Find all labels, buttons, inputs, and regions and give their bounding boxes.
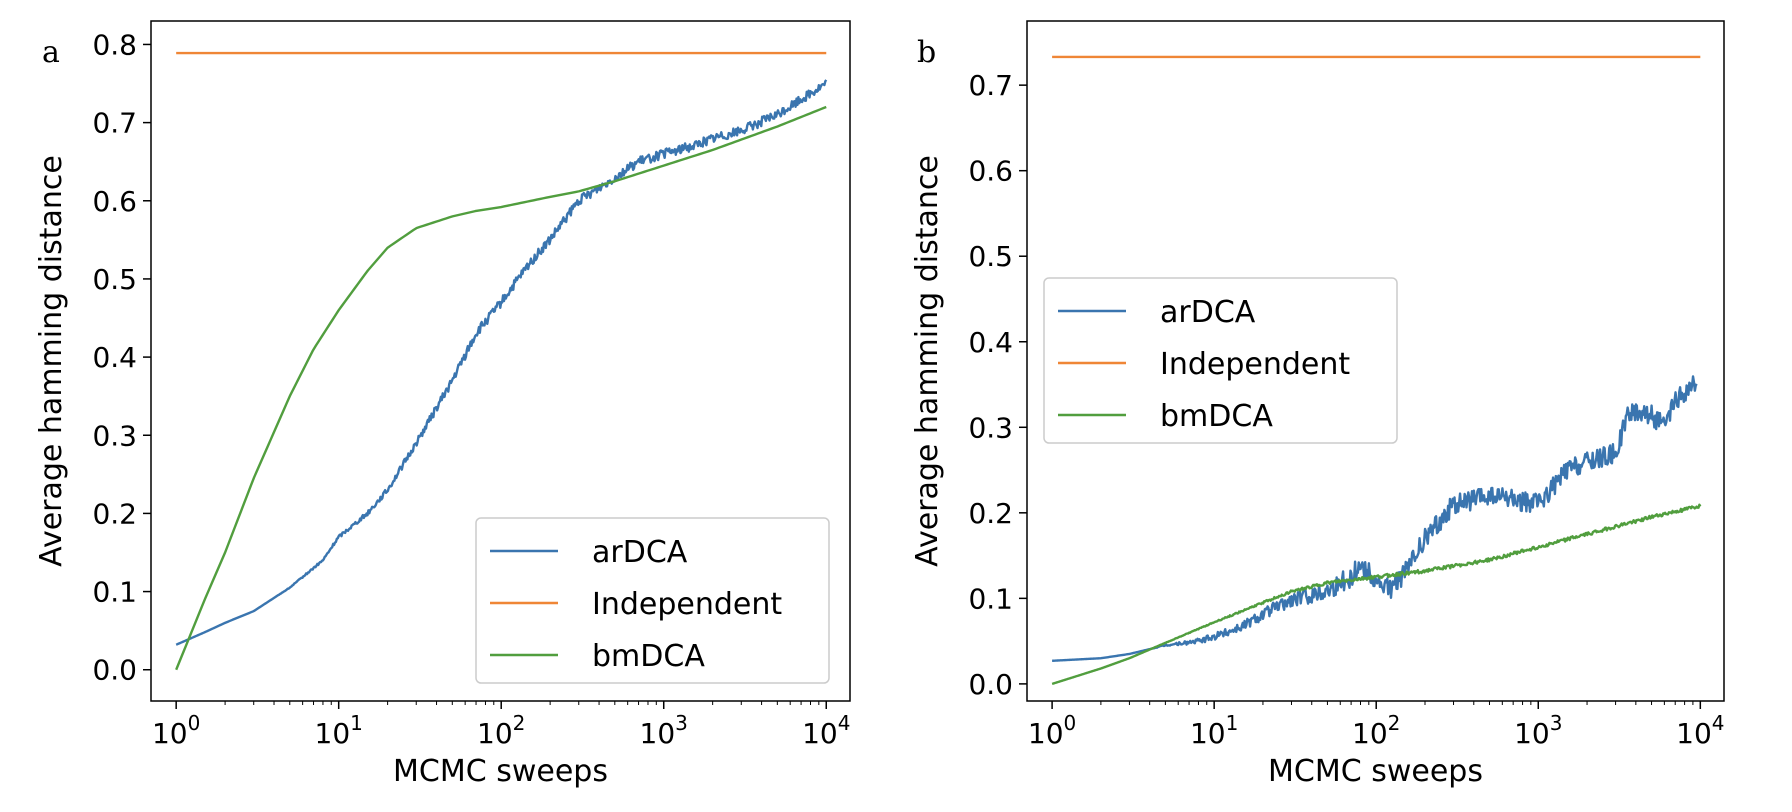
legend-box: [1043, 277, 1398, 444]
y-tick-label: 0.3: [92, 419, 137, 452]
y-tick-label: 0.5: [92, 263, 137, 296]
y-tick-label: 0.0: [92, 654, 137, 687]
legend-label: bmDCA: [1160, 399, 1273, 434]
y-tick-label: 0.1: [968, 582, 1013, 615]
y-tick-label: 0.4: [968, 326, 1013, 359]
x-axis-label: MCMC sweeps: [393, 754, 608, 789]
legend-label: bmDCA: [592, 639, 705, 674]
plot-area: [175, 51, 828, 671]
legend-label: arDCA: [592, 535, 688, 570]
y-tick-label: 0.7: [968, 69, 1013, 102]
series-line-bmdca: [175, 105, 827, 671]
plot-area: [1051, 55, 1702, 686]
y-tick-label: 0.8: [92, 28, 137, 61]
y-tick-label: 0.0: [968, 668, 1013, 701]
series-line-ardca: [175, 79, 828, 646]
y-axis-label: Average hamming distance: [910, 155, 945, 567]
y-tick-label: 0.5: [968, 240, 1013, 273]
x-tick-label: 102: [477, 711, 525, 750]
y-axis-label: Average hamming distance: [34, 155, 69, 567]
x-tick-label: 102: [1352, 711, 1400, 750]
y-tick-label: 0.6: [968, 155, 1013, 188]
y-tick-label: 0.2: [968, 497, 1013, 530]
x-tick-label: 103: [640, 711, 688, 750]
chart-panel-b: 100 101 102 103 104 0.0 0.1 0.2 0.3 0.4 0.5 0.6 0.7 M…: [910, 20, 1725, 789]
y-tick-label: 0.2: [92, 497, 137, 530]
x-tick-label: 104: [802, 711, 850, 750]
x-tick-label: 101: [315, 711, 363, 750]
legend-label: Independent: [592, 587, 782, 622]
series-line-bmdca: [1051, 503, 1702, 686]
y-tick-label: 0.3: [968, 411, 1013, 444]
legend-label: arDCA: [1160, 295, 1256, 330]
y-tick-label: 0.7: [92, 107, 137, 140]
x-tick-label: 103: [1514, 711, 1562, 750]
x-axis-label: MCMC sweeps: [1268, 754, 1483, 789]
chart-panel-a: 100 101 102 103 104 0.0 0.1 0.2 0.3 0.4 0.5 0.6 0.7 0…: [34, 20, 851, 789]
legend: arDCA Independent bmDCA: [1043, 277, 1398, 444]
panel-letter: b: [917, 35, 936, 70]
legend-label: Independent: [1160, 347, 1350, 382]
x-tick-label: 101: [1190, 711, 1238, 750]
panel-letter: a: [42, 35, 60, 70]
y-tick-label: 0.6: [92, 185, 137, 218]
y-tick-label: 0.1: [92, 576, 137, 609]
y-tick-label: 0.4: [92, 341, 137, 374]
legend-box: [475, 517, 830, 684]
x-tick-label: 100: [1028, 711, 1076, 750]
x-tick-label: 100: [152, 711, 200, 750]
legend: arDCA Independent bmDCA: [475, 517, 830, 684]
x-tick-label: 104: [1676, 711, 1724, 750]
